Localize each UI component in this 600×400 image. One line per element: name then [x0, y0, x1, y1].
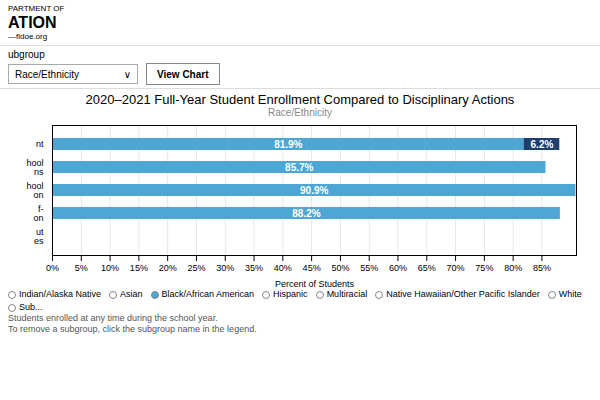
- svg-text:85%: 85%: [533, 263, 551, 273]
- html-text:To remove a subgroup, click th: To remove a subgroup, click the subgroup…: [8, 324, 257, 334]
- svg-text:70%: 70%: [447, 263, 465, 273]
- svg-text:5%: 5%: [75, 263, 88, 273]
- svg-text:40%: 40%: [274, 263, 292, 273]
- svg-text:65%: 65%: [418, 263, 436, 273]
- svg-text:6.2%: 6.2%: [531, 139, 554, 150]
- html-text:Race/Ethnicity: Race/Ethnicity: [15, 68, 79, 80]
- svg-text:hool ns: hool ns: [21, 158, 44, 177]
- html-text:Black/African American: Black/African American: [161, 289, 255, 299]
- svg-text:30%: 30%: [216, 263, 234, 273]
- html-text:Students enrolled at any time: Students enrolled at any time during the…: [8, 313, 218, 323]
- svg-text:81.9%: 81.9%: [274, 139, 302, 150]
- svg-text:20%: 20%: [159, 263, 177, 273]
- svg-text:55%: 55%: [360, 263, 378, 273]
- html-text:Race/Ethnicity: Race/Ethnicity: [268, 107, 332, 118]
- html-text:Sub...: Sub...: [19, 302, 43, 312]
- html-text:Asian: Asian: [120, 289, 143, 299]
- html-text:PARTMENT OF: PARTMENT OF: [8, 4, 65, 13]
- svg-text:0%: 0%: [46, 263, 59, 273]
- html-text:White: White: [558, 289, 582, 299]
- html-text:Multiracial: Multiracial: [326, 289, 368, 299]
- html-text:Native Hawaiian/Other Pacific: Native Hawaiian/Other Pacific Islander: [386, 289, 540, 299]
- html-text:ATION: ATION: [8, 14, 57, 31]
- svg-text:35%: 35%: [245, 263, 263, 273]
- html-text:2020–2021 Full-Year Student En: 2020–2021 Full-Year Student Enrollment C…: [85, 92, 515, 107]
- svg-text:45%: 45%: [303, 263, 321, 273]
- svg-text:85.7%: 85.7%: [285, 162, 313, 173]
- html-text:Indian/Alaska Native: Indian/Alaska Native: [19, 289, 101, 299]
- svg-text:hool on: hool on: [21, 181, 43, 200]
- svg-text:f- on: f- on: [28, 204, 43, 223]
- svg-text:75%: 75%: [475, 263, 493, 273]
- html-text:ubgroup: ubgroup: [8, 49, 45, 60]
- svg-text:60%: 60%: [389, 263, 407, 273]
- svg-text:80%: 80%: [504, 263, 522, 273]
- svg-text:88.2%: 88.2%: [292, 208, 320, 219]
- html-text:—fldoe.org: —fldoe.org: [8, 32, 48, 41]
- svg-text:10%: 10%: [101, 263, 119, 273]
- html-text:View Chart: View Chart: [157, 68, 209, 80]
- html-text:Hispanic: Hispanic: [273, 289, 308, 299]
- svg-text:50%: 50%: [331, 263, 349, 273]
- svg-text:15%: 15%: [130, 263, 148, 273]
- svg-text:25%: 25%: [187, 263, 205, 273]
- svg-text:ut es: ut es: [29, 227, 44, 246]
- svg-text:Percent of Students: Percent of Students: [275, 279, 355, 289]
- svg-text:90.9%: 90.9%: [300, 185, 328, 196]
- svg-text:nt: nt: [31, 139, 44, 149]
